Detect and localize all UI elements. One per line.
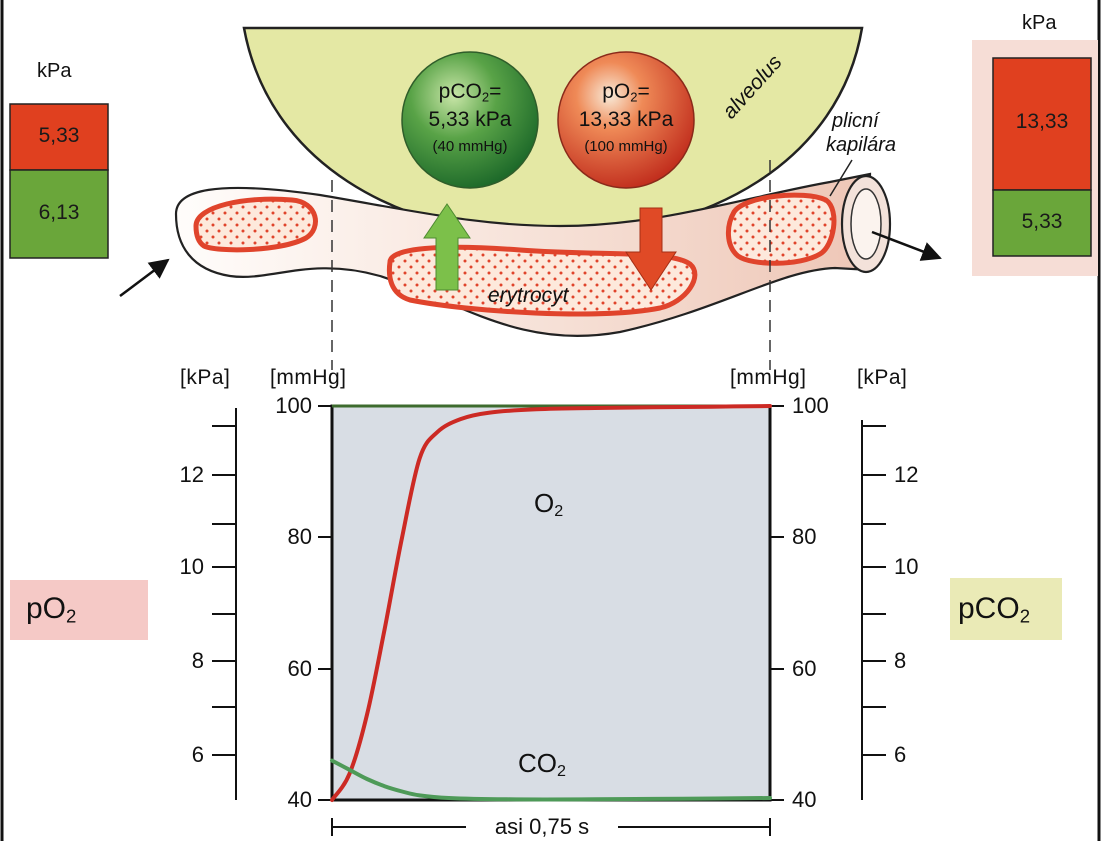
- mmhg-right-tick-label: 100: [792, 393, 829, 418]
- outflow-arrow: [871, 230, 942, 261]
- mmhg-right-ticks: [770, 405, 784, 801]
- right-box-pco2-segment: [992, 189, 1092, 257]
- kpa-right-ticks: [862, 425, 886, 756]
- kpa-right-tick-label: 10: [894, 554, 919, 579]
- kpa-left-tick-label: 8: [191, 648, 204, 673]
- right-outer-unit: [kPa]: [857, 366, 908, 389]
- erythrocyte-right-dots: [728, 195, 834, 264]
- capillary-label-line2: kapilára: [826, 134, 897, 156]
- co2-diffusion-arrow: [423, 203, 471, 291]
- right-box-po2-segment: [992, 57, 1092, 191]
- left-box-unit: kPa: [37, 60, 72, 82]
- kpa-left-tick-label: 10: [179, 554, 204, 579]
- co2-series-label: CO2: [518, 748, 566, 781]
- capillary-lumen: [850, 188, 882, 260]
- co2-bubble: [401, 51, 539, 189]
- time-span-bracket: [331, 818, 771, 836]
- time-span-label: asi 0,75 s: [494, 814, 590, 839]
- mmhg-left-ticks: [318, 405, 332, 801]
- left-box-po2-segment: [9, 103, 109, 171]
- mmhg-right-tick-label: 80: [792, 524, 817, 549]
- capillary-label-leader: [829, 159, 853, 197]
- inflow-arrow: [119, 258, 170, 297]
- mmhg-right-tick-label: 60: [792, 656, 817, 681]
- mmhg-left-tick-label: 80: [287, 524, 312, 549]
- left-inner-unit: [mmHg]: [270, 366, 347, 389]
- o2-diffusion-arrow: [625, 207, 677, 291]
- plot-area: [330, 404, 772, 802]
- left-box-pco2-value: 6,13: [38, 201, 80, 224]
- pco2-side-label: pCO2: [958, 592, 1031, 627]
- mmhg-left-tick-label: 40: [287, 787, 312, 812]
- kpa-left-tick-label: 6: [191, 742, 204, 767]
- o2-bubble-kpa: 13,33 kPa: [578, 108, 674, 131]
- erythrocyte-label: erytrocyt: [488, 284, 569, 307]
- o2-bubble-title: pO2=: [602, 80, 650, 105]
- po2-side-label: pO2: [26, 592, 77, 627]
- co2-bubble-kpa: 5,33 kPa: [428, 108, 512, 131]
- erythrocyte-middle-dots: [389, 247, 695, 314]
- mmhg-right-tick-label: 40: [792, 787, 817, 812]
- o2-bubble-mmhg: (100 mmHg): [584, 138, 668, 155]
- right-box-unit: kPa: [1022, 12, 1057, 34]
- pco2-side-badge: [950, 578, 1062, 640]
- right-box-pco2-value: 5,33: [1021, 210, 1063, 233]
- right-box-po2-value: 13,33: [1015, 110, 1069, 133]
- mmhg-left-tick-label: 100: [275, 393, 312, 418]
- left-outer-unit: [kPa]: [180, 366, 231, 389]
- erythrocyte-left-dots: [196, 199, 316, 250]
- left-box-po2-value: 5,33: [38, 124, 80, 147]
- kpa-right-tick-label: 8: [894, 648, 907, 673]
- o2-bubble: [557, 51, 695, 189]
- kpa-left-ticks: [212, 425, 236, 756]
- left-box-pco2-segment: [9, 169, 109, 259]
- kpa-left-tick-label: 12: [179, 462, 204, 487]
- capillary-label-line1: plicní: [832, 110, 879, 132]
- kpa-right-tick-label: 6: [894, 742, 907, 767]
- co2-curve: [330, 758, 772, 802]
- mmhg-left-tick-label: 60: [287, 656, 312, 681]
- right-inner-unit: [mmHg]: [730, 366, 807, 389]
- po2-side-badge: [10, 580, 148, 640]
- kpa-right-tick-label: 12: [894, 462, 919, 487]
- o2-series-label: O2: [534, 488, 564, 521]
- o2-curve: [330, 404, 772, 802]
- co2-bubble-mmhg: (40 mmHg): [432, 138, 508, 155]
- co2-bubble-title: pCO2=: [438, 80, 502, 105]
